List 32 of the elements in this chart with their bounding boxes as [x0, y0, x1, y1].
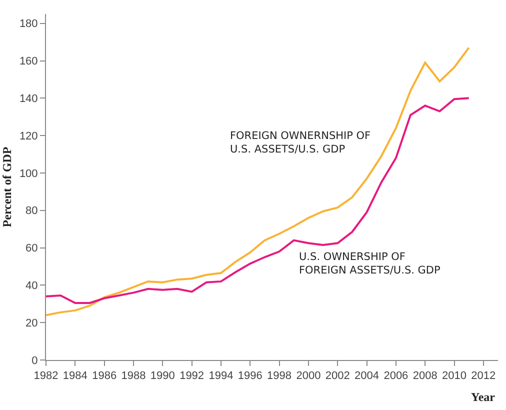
- line-series: [46, 46, 470, 316]
- x-tick-label: 1998: [267, 370, 292, 382]
- x-tick-label: 2000: [296, 370, 321, 382]
- y-tick-label: 140: [19, 93, 38, 106]
- x-tick-label: 1990: [150, 370, 175, 382]
- y-tick-label: 100: [19, 168, 38, 180]
- x-tick-label: 2010: [442, 370, 466, 382]
- x-tick-label: 1984: [62, 370, 88, 382]
- x-tick-label: 1994: [208, 370, 234, 382]
- y-tick-label: 60: [26, 242, 38, 255]
- series-label: U.S. OWNERSHIP OF FOREIGN ASSETS/U.S. GDP: [299, 251, 440, 277]
- x-tick-label: 1988: [121, 370, 146, 382]
- x-tick-label: 1986: [92, 370, 117, 382]
- y-tick-label: 80: [26, 205, 38, 218]
- y-tick-label: 0: [32, 354, 38, 367]
- x-tick-label: 2008: [412, 370, 438, 382]
- series-label: FOREIGN OWNERNSHIP OF U.S. ASSETS/U.S. GDP: [230, 130, 371, 156]
- x-tick-label: 2004: [354, 370, 380, 382]
- y-tick-label: 40: [26, 280, 38, 292]
- y-tick-label: 180: [19, 18, 38, 30]
- x-tick-label: 2012: [471, 370, 496, 382]
- x-tick-label: 1996: [238, 370, 262, 382]
- x-tick-label: 2002: [325, 370, 350, 382]
- y-tick-label: 160: [19, 56, 38, 68]
- x-tick-label: 2006: [384, 370, 408, 382]
- x-axis-title: Year: [471, 390, 496, 404]
- line-series: [46, 97, 470, 304]
- y-tick-label: 20: [26, 317, 38, 330]
- x-tick-label: 1982: [34, 370, 58, 382]
- x-tick-label: 1992: [180, 370, 204, 382]
- y-tick-label: 120: [19, 130, 38, 142]
- y-axis-title: Percent of GDP: [0, 146, 14, 228]
